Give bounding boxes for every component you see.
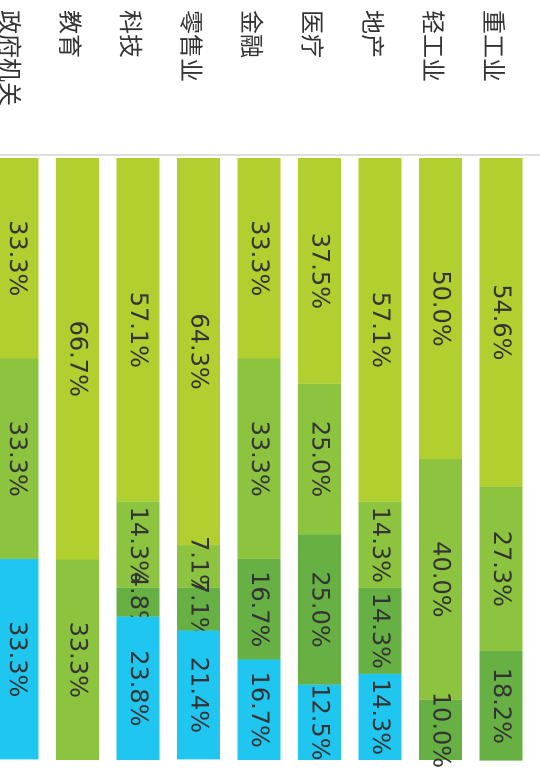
data-label: 37.5%	[307, 233, 335, 309]
data-label: 10.0%	[428, 692, 456, 768]
bar-segment	[0, 558, 39, 760]
category-label: 科技	[116, 10, 144, 58]
category-label: 轻工业	[419, 10, 447, 82]
bar-segment	[358, 501, 402, 588]
data-label: 14.3%	[367, 679, 395, 755]
bar-segment	[419, 459, 462, 700]
bar-segment	[177, 587, 220, 631]
bar-segment	[298, 534, 341, 685]
bar-segment	[237, 659, 281, 760]
bar-segment	[479, 651, 523, 761]
bar-segment	[358, 673, 402, 760]
data-label: 23.8%	[125, 650, 153, 726]
bar-segment	[358, 158, 402, 502]
data-label: 25.0%	[307, 571, 335, 647]
data-label: 33.3%	[4, 621, 32, 697]
bar-segment	[419, 699, 462, 760]
data-label: 18.2%	[488, 668, 516, 744]
data-label: 33.3%	[246, 220, 274, 296]
data-label: 27.3%	[488, 531, 516, 607]
data-label: 16.7%	[246, 672, 274, 748]
bar-segment	[298, 383, 341, 535]
bar-segment	[298, 158, 341, 384]
category-label: 教育	[56, 10, 84, 58]
data-label: 25.0%	[307, 421, 335, 497]
data-label: 33.3%	[4, 421, 32, 497]
data-label: 21.4%	[186, 657, 214, 733]
category-label: 零售业	[177, 10, 205, 82]
bar-segment	[56, 158, 99, 560]
data-label: 14.3%	[125, 507, 153, 583]
category-label: 地产	[358, 10, 386, 58]
data-label: 7.1%	[186, 536, 214, 597]
category-label: 金融	[237, 10, 265, 58]
bar-segment	[116, 616, 160, 760]
data-label: 57.1%	[125, 292, 153, 368]
bar-segment	[177, 158, 220, 546]
bar-segment	[177, 545, 220, 588]
data-label: 33.3%	[4, 220, 32, 296]
data-label: 33.3%	[65, 622, 93, 698]
data-label: 12.5%	[307, 684, 335, 760]
data-label: 54.6%	[488, 284, 516, 360]
data-label: 50.0%	[428, 270, 456, 346]
bar-segment	[116, 501, 160, 588]
category-label: 重工业	[479, 10, 507, 82]
bar-segment	[56, 559, 99, 760]
bar-segment	[0, 158, 39, 359]
data-label: 14.3%	[367, 507, 395, 583]
category-label: 医疗	[298, 10, 326, 58]
data-label: 14.3%	[367, 593, 395, 669]
bar-segment	[479, 486, 523, 652]
data-label: 40.0%	[428, 541, 456, 617]
bar-segment	[177, 630, 220, 760]
bar-segment	[116, 158, 160, 502]
category-label: 政府机关	[0, 10, 23, 106]
bar-segment	[116, 587, 160, 617]
bar-segment	[479, 158, 523, 487]
data-label: 64.3%	[186, 313, 214, 389]
data-label: 7.1%	[186, 579, 214, 640]
bar-segment	[0, 358, 39, 559]
data-label: 57.1%	[367, 292, 395, 368]
bar-segment	[419, 158, 462, 459]
bar-segment	[358, 587, 402, 674]
data-label: 33.3%	[246, 421, 274, 497]
data-label: 16.7%	[246, 571, 274, 647]
bar-segment	[298, 684, 341, 760]
bar-segment	[237, 158, 281, 359]
bar-segment	[237, 558, 281, 660]
bar-segment	[237, 358, 281, 559]
data-label: 66.7%	[65, 321, 93, 397]
